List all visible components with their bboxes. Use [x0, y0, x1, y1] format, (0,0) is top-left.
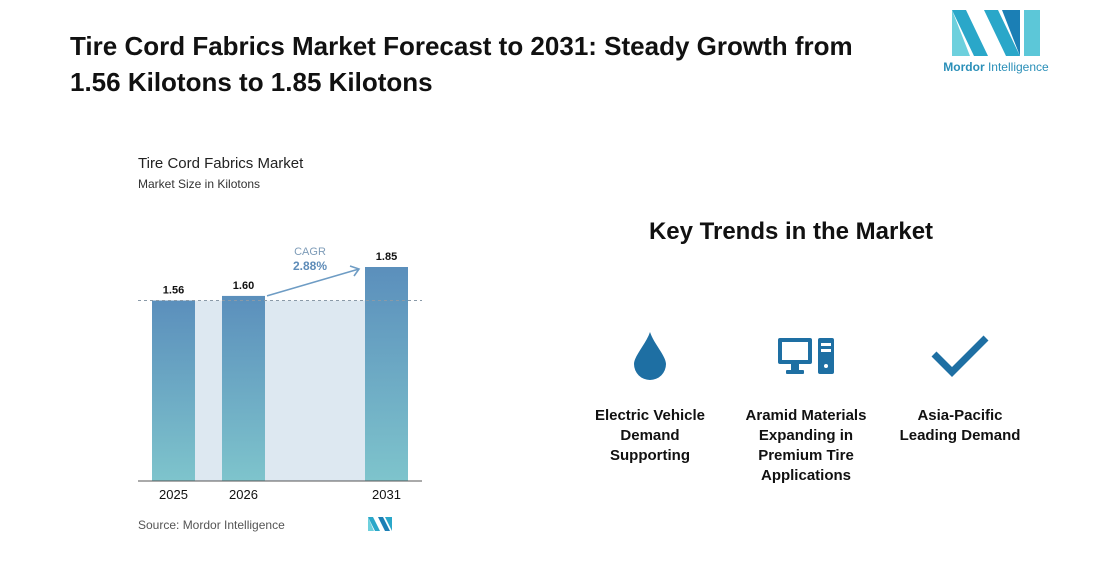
computer-icon	[738, 328, 874, 384]
cagr-arrow	[266, 265, 361, 297]
bar-2025	[152, 300, 195, 481]
data-label-2026: 1.60	[233, 280, 254, 292]
data-label-2025: 1.56	[163, 285, 184, 297]
trend-item-ev-demand: Electric Vehicle Demand Supporting	[582, 328, 718, 466]
data-label-2031: 1.85	[376, 251, 397, 263]
water-drop-icon	[582, 328, 718, 384]
trend-label: Electric Vehicle Demand Supporting	[594, 407, 706, 464]
bar-chart: 1.56 2025 1.60 2026 1.85 2031 CAGR 2.88%	[138, 246, 422, 502]
bar-2031	[365, 267, 408, 481]
trend-item-asia-pacific: Asia-Pacific Leading Demand	[892, 328, 1028, 446]
cagr-label: CAGR	[294, 246, 326, 258]
mordor-intelligence-logo: Mordor Intelligence	[940, 8, 1052, 78]
cagr-value: 2.88%	[293, 259, 327, 273]
bar-2026	[222, 295, 265, 481]
x-tick-label-2026: 2026	[229, 487, 258, 502]
x-tick-label-2025: 2025	[159, 487, 188, 502]
x-tick-label-2031: 2031	[372, 487, 401, 502]
trend-label: Aramid Materials Expanding in Premium Ti…	[745, 407, 867, 484]
trend-label: Asia-Pacific Leading Demand	[899, 407, 1021, 444]
logo-name: Mordor	[943, 60, 985, 74]
trend-item-aramid: Aramid Materials Expanding in Premium Ti…	[738, 328, 874, 486]
chart-subtitle: Market Size in Kilotons	[138, 177, 261, 191]
page-title: Tire Cord Fabrics Market Forecast to 203…	[70, 31, 853, 97]
key-trends-title: Key Trends in the Market	[648, 218, 934, 245]
mini-logo-icon	[368, 517, 392, 531]
checkmark-icon	[892, 328, 1028, 384]
logo-suffix: Intelligence	[987, 60, 1049, 74]
chart-title: Tire Cord Fabrics Market	[138, 155, 304, 172]
chart-source: Source: Mordor Intelligence	[138, 518, 285, 532]
